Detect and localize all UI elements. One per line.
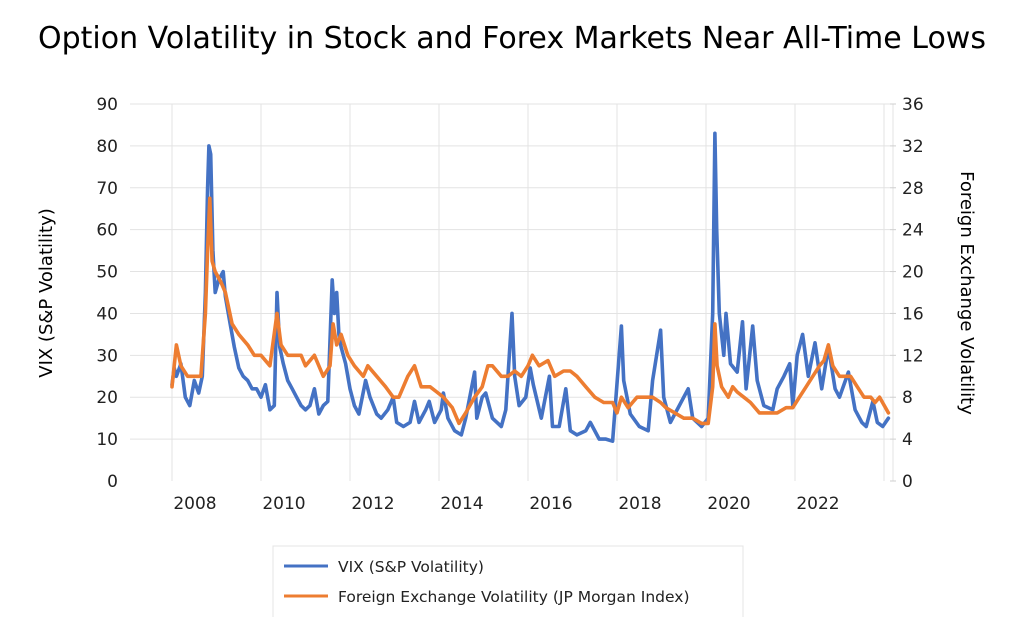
x-tick-label: 2012 bbox=[351, 494, 394, 514]
y-tick-label: 80 bbox=[96, 137, 118, 157]
y-tick-label: 10 bbox=[96, 430, 118, 450]
chart-title: Option Volatility in Stock and Forex Mar… bbox=[38, 21, 986, 56]
series-line-fx bbox=[170, 196, 891, 426]
x-tick-label: 2016 bbox=[529, 494, 572, 514]
y-tick-label: 60 bbox=[96, 221, 118, 241]
y-tick-label: 90 bbox=[96, 95, 118, 115]
legend-label-fx: Foreign Exchange Volatility (JP Morgan I… bbox=[338, 588, 690, 606]
legend-box bbox=[272, 545, 744, 617]
x-tick-label: 2018 bbox=[618, 494, 661, 514]
y2-tick-label: 8 bbox=[902, 388, 913, 408]
x-tick-label: 2010 bbox=[262, 494, 305, 514]
legend: VIX (S&P Volatility) Foreign Exchange Vo… bbox=[272, 545, 744, 617]
x-axis-ticks: 2008 2010 2012 2014 2016 2018 2020 2022 bbox=[173, 494, 839, 514]
y2-tick-label: 28 bbox=[902, 179, 924, 199]
y-tick-label: 50 bbox=[96, 263, 118, 283]
y2-tick-label: 16 bbox=[902, 304, 924, 324]
y2-tick-label: 36 bbox=[902, 95, 924, 115]
y-tick-label: 0 bbox=[107, 472, 118, 492]
right-axis-ticks: 0 4 8 12 16 20 24 28 32 36 bbox=[890, 95, 924, 492]
y-tick-label: 30 bbox=[96, 346, 118, 366]
y2-tick-label: 12 bbox=[902, 346, 924, 366]
series-line-vix bbox=[170, 131, 891, 444]
left-axis-label: VIX (S&P Volatility) bbox=[36, 208, 57, 378]
x-tick-label: 2008 bbox=[173, 494, 216, 514]
vertical-gridlines bbox=[171, 104, 894, 481]
y2-tick-label: 24 bbox=[902, 221, 924, 241]
y-tick-label: 70 bbox=[96, 179, 118, 199]
y-tick-label: 40 bbox=[96, 304, 118, 324]
right-axis-label: Foreign Exchange Volatility bbox=[956, 171, 977, 415]
y-tick-label: 20 bbox=[96, 388, 118, 408]
y2-tick-label: 4 bbox=[902, 430, 913, 450]
x-tick-label: 2022 bbox=[796, 494, 839, 514]
series-group bbox=[170, 131, 891, 444]
legend-label-vix: VIX (S&P Volatility) bbox=[338, 558, 484, 576]
x-tick-label: 2020 bbox=[707, 494, 750, 514]
y2-tick-label: 20 bbox=[902, 263, 924, 283]
x-tick-label: 2014 bbox=[440, 494, 483, 514]
y2-tick-label: 32 bbox=[902, 137, 924, 157]
y2-tick-label: 0 bbox=[902, 472, 913, 492]
left-axis-ticks: 0 10 20 30 40 50 60 70 80 90 bbox=[96, 95, 118, 492]
